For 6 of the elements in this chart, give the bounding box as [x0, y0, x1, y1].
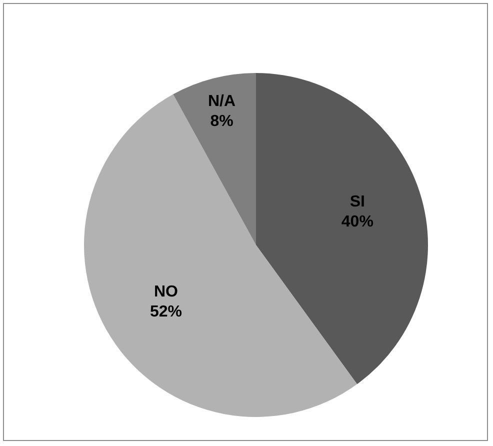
slice-label: N/A	[208, 93, 236, 110]
data-label: 8%	[210, 113, 234, 130]
data-label: 52%	[150, 304, 182, 321]
slice-label: SI	[350, 193, 365, 210]
data-label: 40%	[341, 213, 374, 230]
slice-label: NO	[154, 284, 178, 301]
